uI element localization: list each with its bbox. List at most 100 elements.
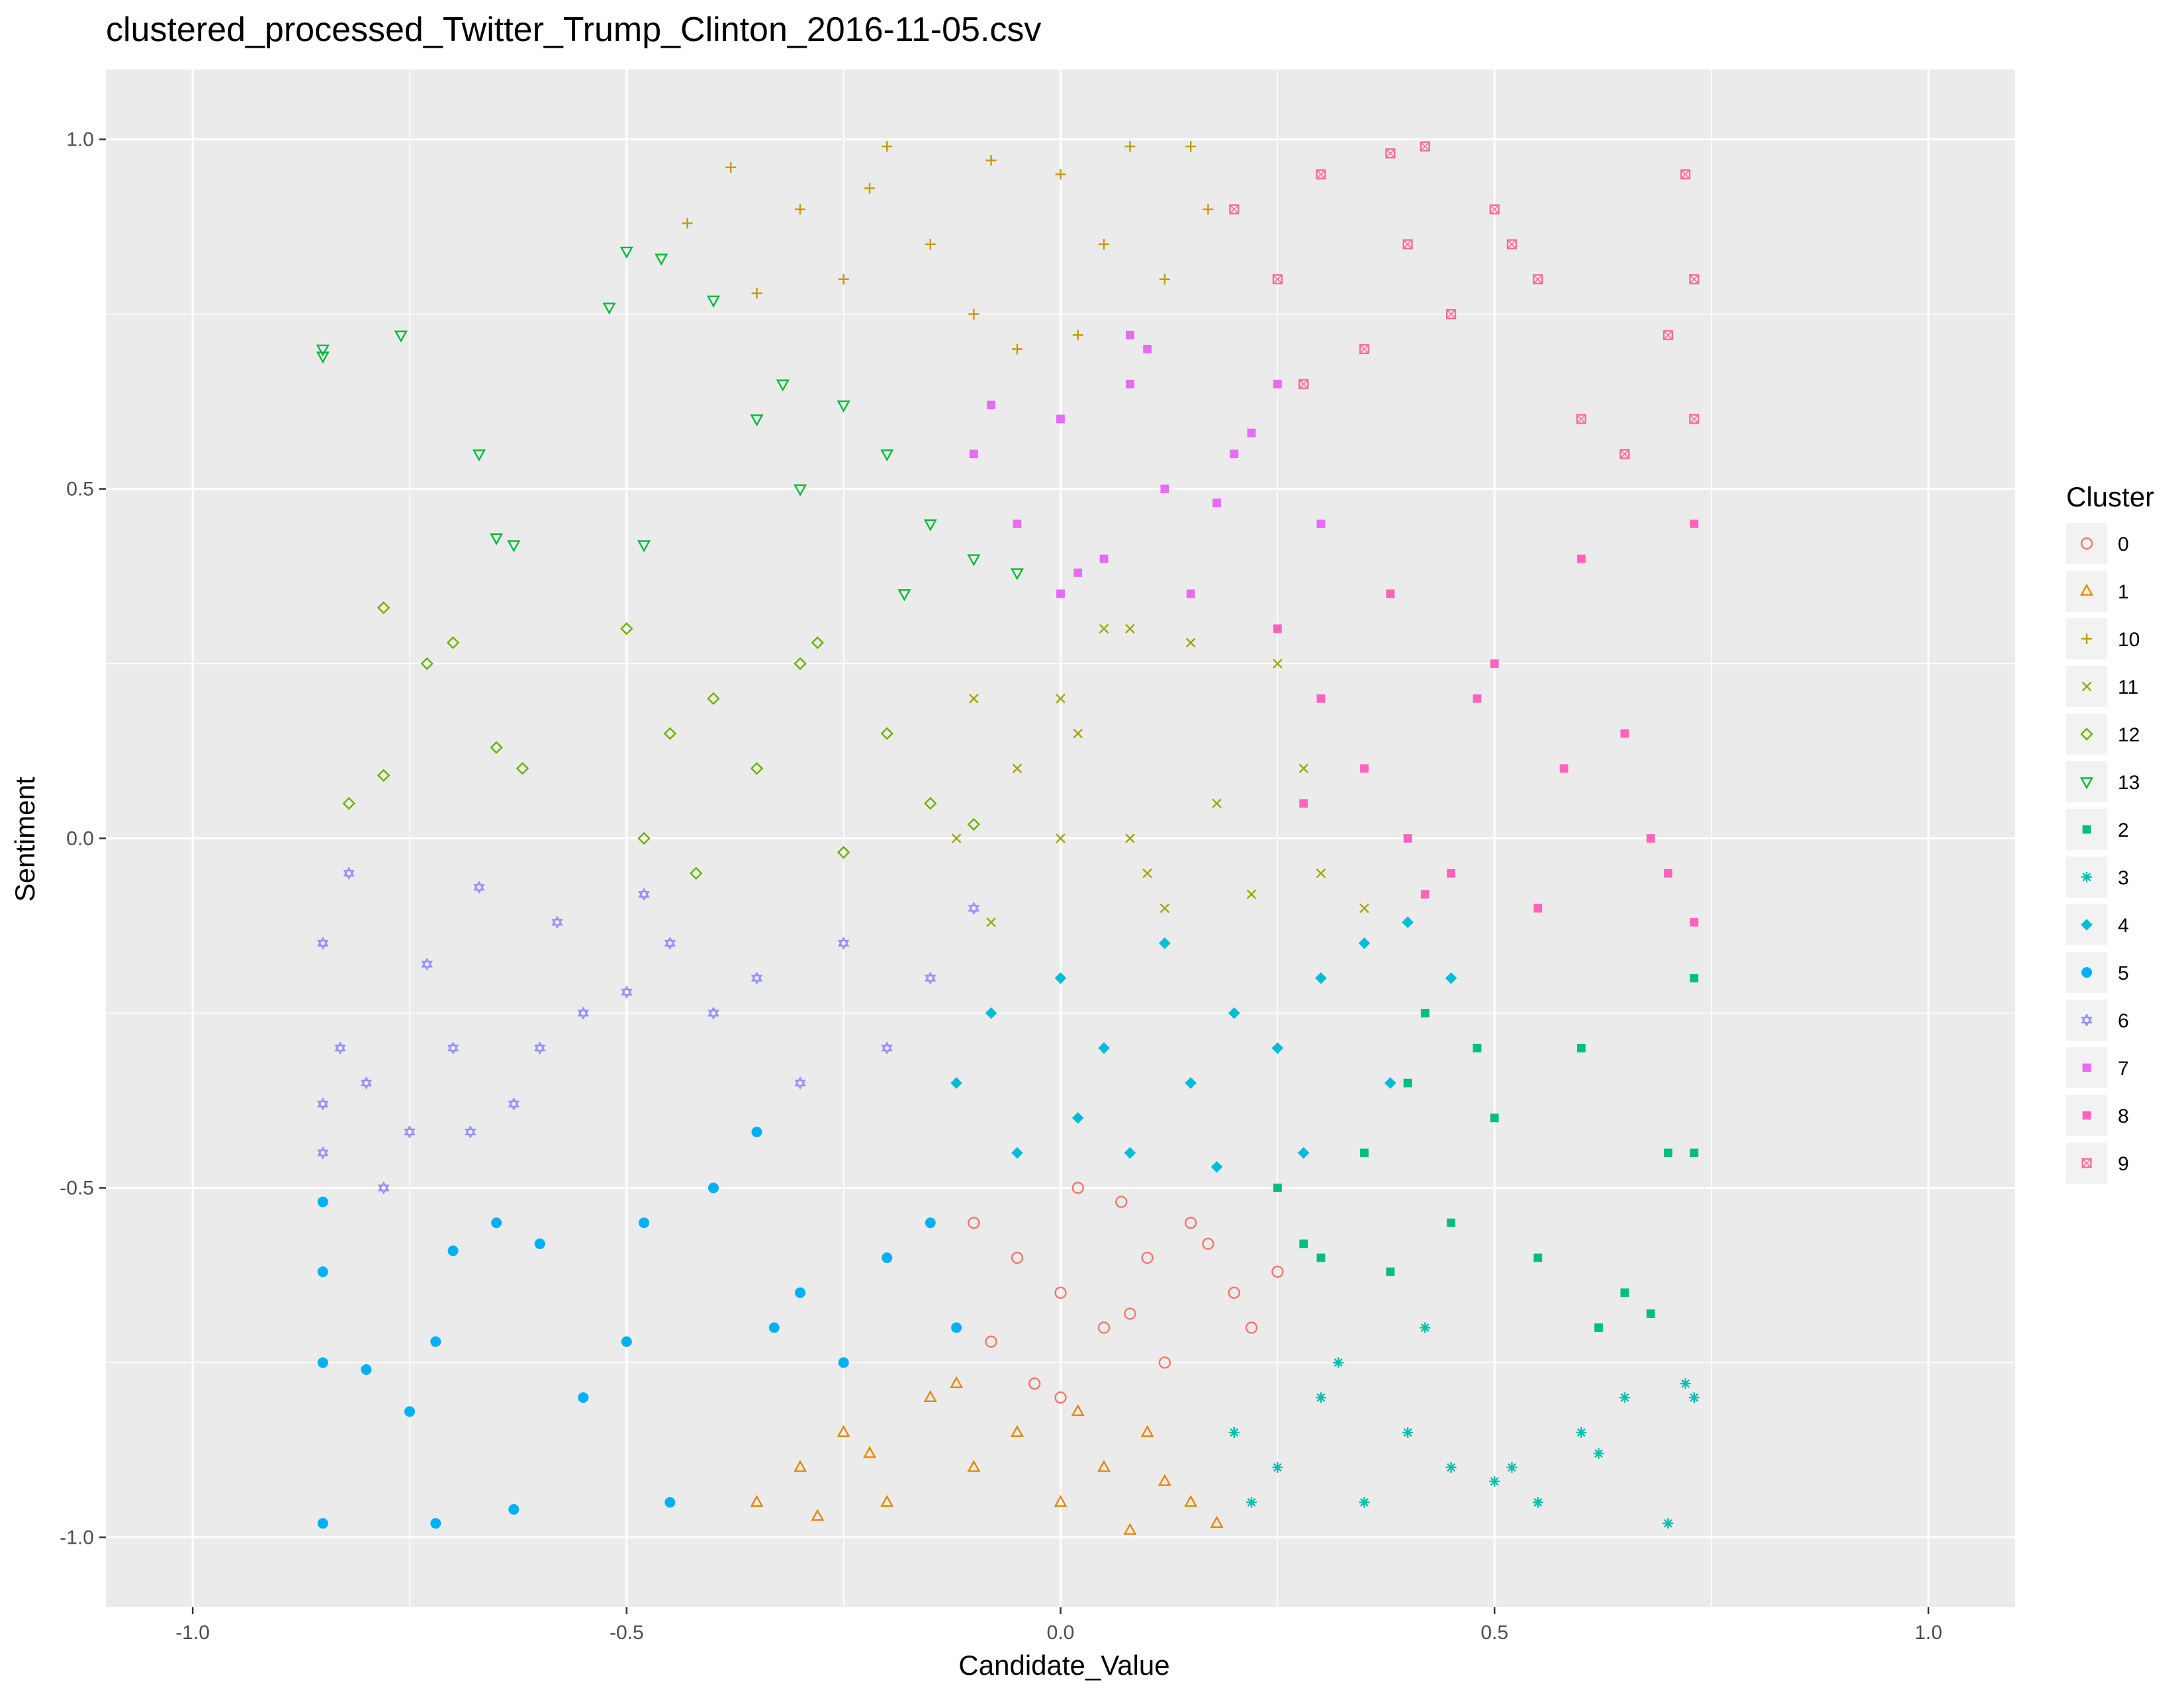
data-point — [1158, 1356, 1171, 1369]
data-point — [968, 308, 979, 320]
data-point — [1385, 148, 1396, 159]
legend-label: 10 — [2118, 629, 2140, 651]
data-point — [690, 867, 703, 880]
legend-key-background — [2066, 571, 2107, 612]
data-point — [507, 540, 521, 553]
data-point — [1386, 589, 1395, 598]
data-point — [1203, 204, 1214, 215]
data-point — [1473, 1043, 1482, 1053]
data-point — [880, 1495, 894, 1507]
data-point — [1533, 1253, 1543, 1262]
data-point — [1386, 1267, 1395, 1276]
data-point — [1533, 904, 1543, 913]
data-point — [1142, 868, 1152, 878]
data-point — [706, 295, 720, 308]
data-point — [1358, 937, 1371, 949]
legend-key-marker — [2081, 872, 2092, 882]
legend-item-0: 0 — [2066, 523, 2129, 564]
data-point — [1646, 834, 1655, 843]
data-point — [1402, 1427, 1414, 1438]
legend-item-9: 9 — [2066, 1143, 2129, 1184]
data-point — [1055, 169, 1066, 180]
data-point — [1385, 1077, 1396, 1089]
data-point — [985, 1335, 997, 1348]
data-point — [1360, 764, 1369, 773]
data-point — [1489, 1476, 1500, 1487]
data-point — [1619, 1392, 1630, 1403]
data-point — [1098, 1042, 1110, 1055]
legend-item-12: 12 — [2066, 714, 2140, 755]
data-point — [986, 917, 996, 927]
data-point — [1099, 238, 1110, 250]
data-point — [430, 1518, 441, 1529]
data-point — [551, 915, 563, 929]
data-point — [1620, 729, 1629, 738]
legend-key-marker — [2079, 777, 2094, 790]
data-point — [1210, 1160, 1223, 1173]
data-point — [578, 1392, 589, 1403]
series-cluster-11 — [951, 624, 1369, 927]
legend-key-marker — [2081, 919, 2093, 931]
data-point — [1246, 889, 1257, 900]
data-point — [1099, 554, 1109, 563]
data-point — [1576, 1043, 1586, 1053]
legend-item-6: 6 — [2066, 1000, 2129, 1041]
series-cluster-9 — [1229, 141, 1700, 459]
data-point — [1680, 169, 1691, 179]
data-point — [490, 741, 503, 754]
data-point — [360, 1076, 373, 1090]
data-point — [1010, 568, 1024, 581]
series-cluster-8 — [1273, 519, 1699, 927]
data-point — [837, 936, 850, 950]
series-cluster-2 — [1273, 974, 1699, 1333]
data-point — [1316, 169, 1326, 179]
data-point — [969, 694, 979, 704]
data-point — [1576, 414, 1586, 424]
data-point — [707, 692, 720, 706]
y-tick-label: 0.0 — [66, 828, 94, 850]
data-point — [1160, 903, 1170, 914]
legend-key-marker — [2081, 1158, 2092, 1168]
data-point — [1245, 1321, 1258, 1334]
legend-key-marker — [2082, 1111, 2091, 1120]
data-point — [1210, 1516, 1224, 1528]
data-point — [968, 902, 980, 915]
data-point — [1159, 273, 1170, 285]
data-point — [794, 484, 807, 496]
legend-key-marker — [2081, 681, 2092, 692]
data-point — [751, 971, 763, 985]
y-tick-label: -0.5 — [60, 1177, 94, 1199]
data-point — [950, 1077, 962, 1089]
series-cluster-0 — [968, 1182, 1284, 1404]
legend-key-background — [2066, 523, 2107, 564]
data-point — [862, 1446, 877, 1458]
data-point — [1619, 449, 1630, 459]
data-point — [1316, 1253, 1326, 1262]
series-cluster-5 — [317, 1126, 962, 1529]
data-point — [1010, 1425, 1024, 1437]
x-axis-title: Candidate_Value — [958, 1650, 1169, 1681]
data-point — [1506, 239, 1518, 250]
data-point — [924, 797, 937, 810]
data-point — [664, 936, 676, 950]
legend: Cluster 0 1 10 11 12 13 2 3 4 5 6 7 8 9 — [2066, 481, 2154, 1184]
data-point — [837, 400, 850, 413]
data-point — [1140, 1425, 1154, 1437]
data-point — [1333, 1357, 1344, 1368]
data-point — [1359, 344, 1370, 354]
legend-item-8: 8 — [2066, 1095, 2129, 1136]
data-point — [317, 1146, 329, 1160]
data-point — [768, 1322, 780, 1333]
data-point — [1594, 1323, 1603, 1333]
data-point — [1212, 798, 1222, 808]
data-point — [1273, 379, 1282, 389]
data-point — [951, 833, 962, 843]
data-point — [881, 1041, 893, 1055]
legend-key-marker — [2080, 727, 2093, 741]
data-point — [1689, 414, 1700, 424]
data-point — [316, 344, 330, 357]
data-point — [1054, 972, 1067, 984]
data-point — [1185, 1077, 1197, 1089]
data-point — [637, 831, 651, 845]
data-point — [534, 1238, 545, 1249]
